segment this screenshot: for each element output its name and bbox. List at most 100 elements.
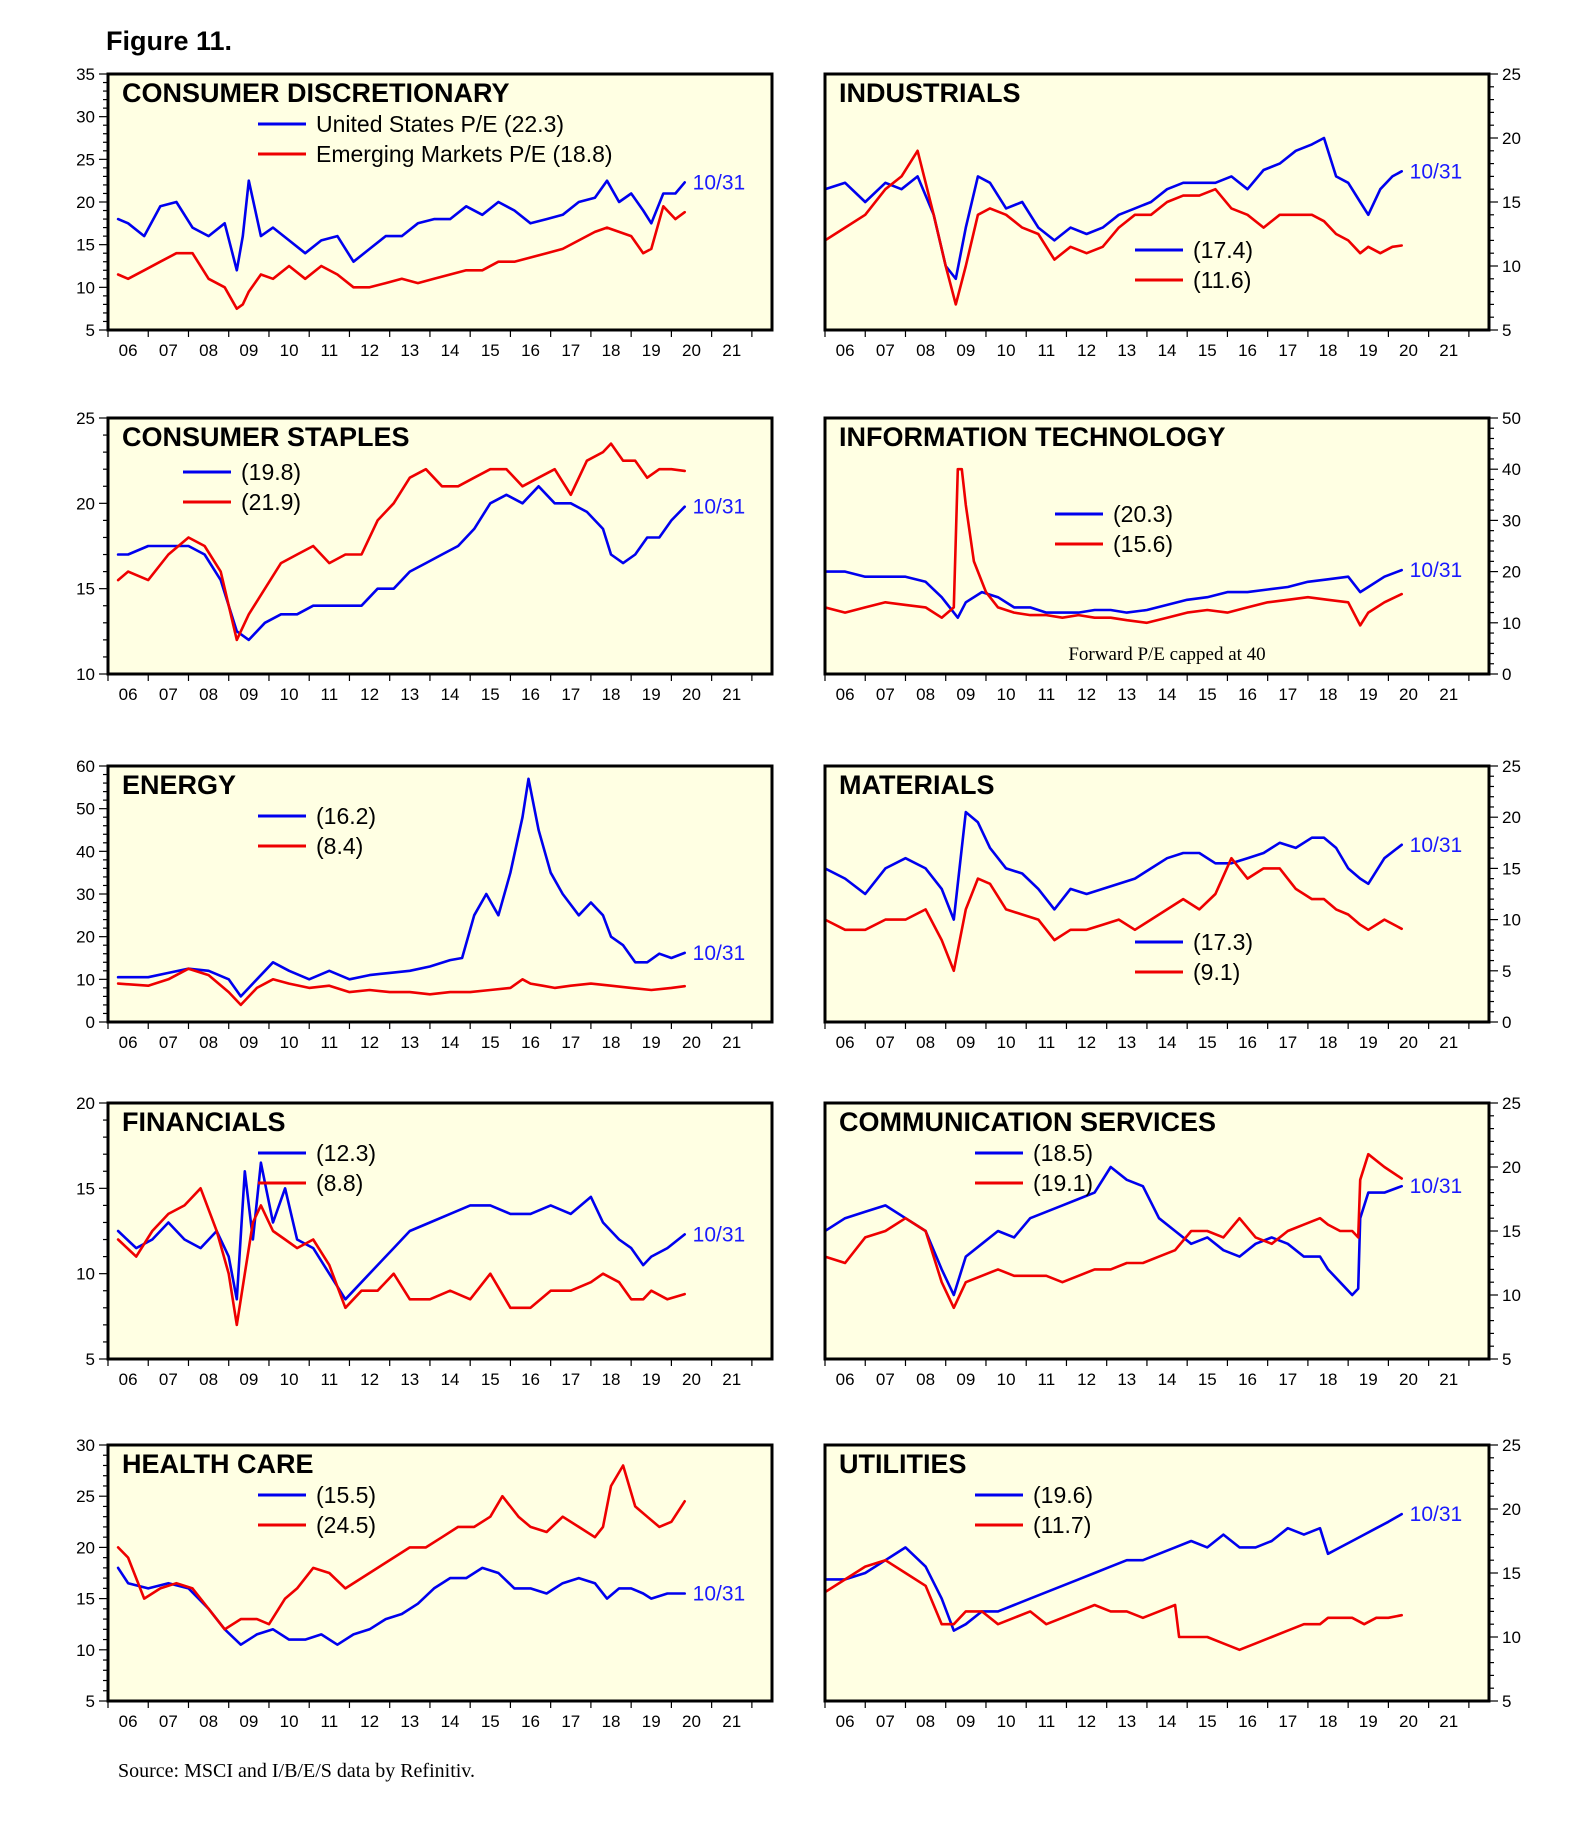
series-group (825, 810, 1404, 973)
x-axis: 06 07 08 09 10 11 12 13 14 15 16 17 18 19 20 21 (824, 1701, 1470, 1731)
plot-background (108, 418, 772, 674)
x-tick-label: 16 (521, 341, 540, 360)
legend-label-em: (9.1) (1193, 959, 1240, 985)
x-tick-label: 19 (642, 1370, 661, 1389)
em-pe-line (825, 467, 1404, 627)
x-axis: 06 07 08 09 10 11 12 13 14 15 16 17 18 19 20 21 (824, 330, 1470, 360)
x-tick-label: 08 (916, 1712, 935, 1731)
x-tick-label: 10 (280, 1033, 299, 1052)
x-tick-label: 13 (400, 1370, 419, 1389)
y-tick-label: 10 (1502, 911, 1521, 930)
x-tick-label: 13 (400, 1033, 419, 1052)
panel-financials: 5 10 15 20 06 07 08 09 10 11 12 13 14 15 16 17 18 19 20 21 F… (76, 1094, 774, 1389)
end-date-label: 10/31 (1410, 834, 1463, 857)
x-tick-label: 11 (321, 1033, 339, 1052)
plot-background (825, 74, 1489, 330)
x-tick-label: 19 (1359, 1370, 1378, 1389)
x-tick-label: 17 (561, 1712, 580, 1731)
x-tick-label: 14 (1158, 1370, 1177, 1389)
y-tick-label: 15 (76, 1590, 95, 1609)
y-tick-label: 25 (76, 150, 95, 169)
x-tick-label: 18 (602, 1712, 621, 1731)
x-tick-label: 12 (1077, 1712, 1096, 1731)
y-tick-label: 50 (76, 800, 95, 819)
x-tick-label: 10 (280, 1712, 299, 1731)
x-tick-label: 17 (1278, 1712, 1297, 1731)
plot-background (825, 766, 1489, 1022)
plot-background (825, 1103, 1489, 1359)
y-tick-label: 5 (1502, 1692, 1511, 1711)
x-tick-label: 10 (280, 341, 299, 360)
x-tick-label: 06 (836, 1712, 855, 1731)
series-group (825, 1512, 1404, 1652)
x-tick-label: 07 (159, 1712, 178, 1731)
x-tick-label: 18 (1319, 1370, 1338, 1389)
x-tick-label: 21 (722, 1033, 741, 1052)
x-tick-label: 12 (1077, 685, 1096, 704)
y-tick-label: 0 (1502, 1013, 1511, 1032)
x-tick-label: 18 (602, 341, 621, 360)
series-group (116, 1464, 687, 1646)
panel-title: HEALTH CARE (122, 1449, 314, 1479)
x-tick-label: 09 (239, 341, 258, 360)
legend-label-em: (19.1) (1033, 1170, 1093, 1196)
x-tick-label: 18 (602, 685, 621, 704)
x-tick-label: 07 (876, 1370, 895, 1389)
x-tick-label: 09 (239, 1033, 258, 1052)
y-axis: 10 15 20 25 (76, 409, 108, 684)
x-axis: 06 07 08 09 10 11 12 13 14 15 16 17 18 19 20 21 (107, 330, 753, 360)
y-tick-label: 50 (1502, 409, 1521, 428)
plot-background (108, 1103, 772, 1359)
panel-title: INFORMATION TECHNOLOGY (839, 422, 1225, 452)
y-tick-label: 20 (76, 193, 95, 212)
x-tick-label: 06 (836, 685, 855, 704)
x-tick-label: 07 (876, 341, 895, 360)
x-tick-label: 17 (561, 1370, 580, 1389)
x-tick-label: 08 (916, 1370, 935, 1389)
plot-background (825, 1445, 1489, 1701)
x-tick-label: 21 (1439, 1712, 1458, 1731)
x-tick-label: 11 (321, 1370, 339, 1389)
y-tick-label: 25 (1502, 1094, 1521, 1113)
panel-energy: 0 10 20 30 40 50 60 06 07 08 09 10 11 12 13 14 15 16 17 18 1… (76, 757, 774, 1052)
y-tick-label: 20 (76, 1538, 95, 1557)
x-tick-label: 08 (199, 1033, 218, 1052)
x-tick-label: 16 (1238, 1370, 1257, 1389)
legend-label-em: Emerging Markets P/E (18.8) (316, 141, 613, 167)
x-tick-label: 07 (876, 685, 895, 704)
x-tick-label: 19 (1359, 1712, 1378, 1731)
em-pe-line (116, 967, 687, 1007)
x-tick-label: 12 (360, 1712, 379, 1731)
x-tick-label: 21 (1439, 1033, 1458, 1052)
y-tick-label: 15 (1502, 1222, 1521, 1241)
figure-title: Figure 11. (106, 26, 233, 56)
legend-label-us: (12.3) (316, 1140, 376, 1166)
series-group (116, 777, 687, 1007)
x-tick-label: 15 (1198, 341, 1217, 360)
end-date-label: 10/31 (693, 1582, 746, 1605)
panel-title: CONSUMER STAPLES (122, 422, 410, 452)
x-axis: 06 07 08 09 10 11 12 13 14 15 16 17 18 19 20 21 (824, 674, 1470, 704)
chart-note: Forward P/E capped at 40 (1068, 644, 1265, 665)
x-tick-label: 13 (1117, 1033, 1136, 1052)
x-tick-label: 18 (602, 1370, 621, 1389)
x-tick-label: 11 (1038, 1712, 1056, 1731)
plot-frame (823, 416, 1491, 676)
x-tick-label: 16 (521, 1370, 540, 1389)
y-tick-label: 20 (76, 928, 95, 947)
y-axis: 0 10 20 30 40 50 60 (76, 757, 108, 1032)
x-tick-label: 14 (1158, 685, 1177, 704)
x-tick-label: 13 (400, 341, 419, 360)
x-tick-label: 13 (400, 1712, 419, 1731)
x-tick-label: 18 (1319, 685, 1338, 704)
x-tick-label: 14 (441, 1033, 460, 1052)
y-axis: 5 10 15 20 25 30 35 (76, 65, 108, 340)
x-tick-label: 08 (199, 341, 218, 360)
end-date-label: 10/31 (1410, 1175, 1463, 1198)
x-tick-label: 20 (1399, 1712, 1418, 1731)
x-tick-label: 14 (1158, 1712, 1177, 1731)
end-date-label: 10/31 (693, 496, 746, 519)
end-date-label: 10/31 (693, 171, 746, 194)
x-tick-label: 16 (521, 685, 540, 704)
